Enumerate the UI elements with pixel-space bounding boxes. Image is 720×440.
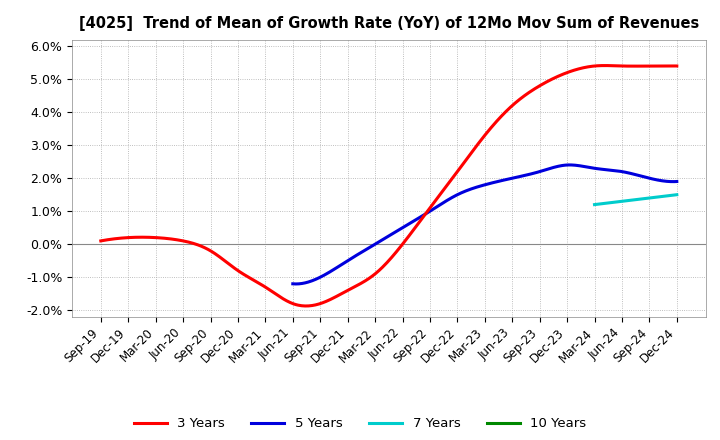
Line: 5 Years: 5 Years	[293, 165, 677, 284]
7 Years	[639, 196, 648, 202]
7 Years	[630, 197, 639, 202]
3 Years	[96, 238, 105, 243]
5 Years	[605, 167, 613, 172]
3 Years	[570, 68, 578, 73]
7 Years	[629, 197, 638, 202]
3 Years	[372, 271, 380, 276]
3 Years	[302, 303, 310, 308]
5 Years	[497, 178, 505, 183]
Legend: 3 Years, 5 Years, 7 Years, 10 Years: 3 Years, 5 Years, 7 Years, 10 Years	[128, 412, 592, 436]
3 Years	[374, 268, 383, 273]
5 Years	[289, 281, 297, 286]
5 Years	[672, 179, 681, 184]
7 Years	[635, 197, 644, 202]
3 Years	[672, 63, 681, 69]
5 Years	[292, 281, 300, 286]
3 Years	[409, 227, 418, 232]
5 Years	[665, 179, 673, 184]
5 Years	[472, 185, 480, 190]
7 Years	[672, 192, 681, 197]
7 Years	[590, 202, 599, 207]
5 Years	[474, 184, 482, 189]
3 Years	[661, 63, 670, 69]
3 Years	[441, 186, 449, 191]
7 Years	[657, 194, 666, 199]
5 Years	[518, 173, 526, 179]
Title: [4025]  Trend of Mean of Growth Rate (YoY) of 12Mo Mov Sum of Revenues: [4025] Trend of Mean of Growth Rate (YoY…	[78, 16, 699, 32]
7 Years	[670, 192, 679, 198]
3 Years	[601, 63, 610, 68]
Line: 3 Years: 3 Years	[101, 66, 677, 306]
5 Years	[565, 162, 574, 168]
Line: 7 Years: 7 Years	[595, 194, 677, 205]
